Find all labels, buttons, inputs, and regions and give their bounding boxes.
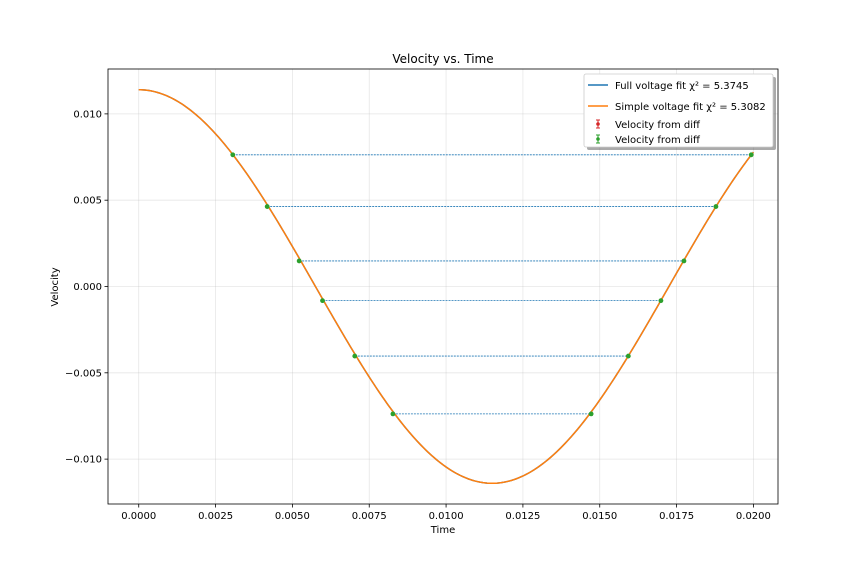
y-tick-label: −0.005: [65, 368, 102, 379]
data-point: [658, 298, 664, 304]
data-point: [230, 152, 236, 158]
x-axis-label: Time: [430, 525, 455, 536]
fit-curves: [138, 88, 755, 485]
legend-swatch-errorbar-red: [596, 119, 600, 129]
data-point: [588, 411, 594, 417]
x-tick-label: 0.0200: [736, 511, 771, 522]
x-tick-label: 0.0100: [429, 511, 464, 522]
simple-voltage-fit-line: [138, 88, 755, 485]
data-markers: [230, 152, 754, 417]
x-tick-label: 0.0025: [198, 511, 233, 522]
y-axis-label: Velocity: [50, 267, 61, 306]
data-point: [296, 258, 302, 264]
legend-label-full-fit: Full voltage fit χ² = 5.3745: [615, 81, 749, 92]
y-axis-ticks: −0.010 −0.005 0.000 0.005 0.010: [65, 109, 108, 466]
data-point: [625, 353, 631, 359]
x-tick-label: 0.0000: [121, 511, 156, 522]
x-tick-label: 0.0050: [275, 511, 310, 522]
legend: Full voltage fit χ² = 5.3745 Simple volt…: [583, 73, 776, 150]
x-tick-label: 0.0075: [352, 511, 387, 522]
legend-box: [583, 73, 774, 148]
y-tick-label: 0.000: [73, 282, 102, 293]
chart-title: Velocity vs. Time: [392, 52, 493, 66]
y-tick-label: 0.005: [73, 196, 102, 207]
data-point: [748, 152, 754, 158]
x-axis-ticks: 0.0000 0.0025 0.0050 0.0075 0.0100 0.0125 0.01…: [121, 504, 771, 522]
legend-swatch-errorbar-green: [596, 134, 600, 144]
data-point: [320, 298, 325, 304]
data-point: [713, 204, 719, 209]
legend-label-diff-red: Velocity from diff: [615, 120, 701, 131]
legend-label-simple-fit: Simple voltage fit χ² = 5.3082: [615, 102, 766, 113]
x-tick-label: 0.0125: [505, 511, 540, 522]
data-point: [264, 204, 270, 209]
data-point: [681, 258, 687, 264]
data-point: [390, 411, 396, 417]
x-tick-label: 0.0150: [582, 511, 617, 522]
x-tick-label: 0.0175: [659, 511, 694, 522]
legend-label-diff-green: Velocity from diff: [615, 135, 701, 146]
pair-lines: [232, 154, 752, 415]
y-tick-label: −0.010: [65, 455, 102, 466]
y-tick-label: 0.010: [73, 109, 102, 120]
data-point: [352, 353, 358, 359]
